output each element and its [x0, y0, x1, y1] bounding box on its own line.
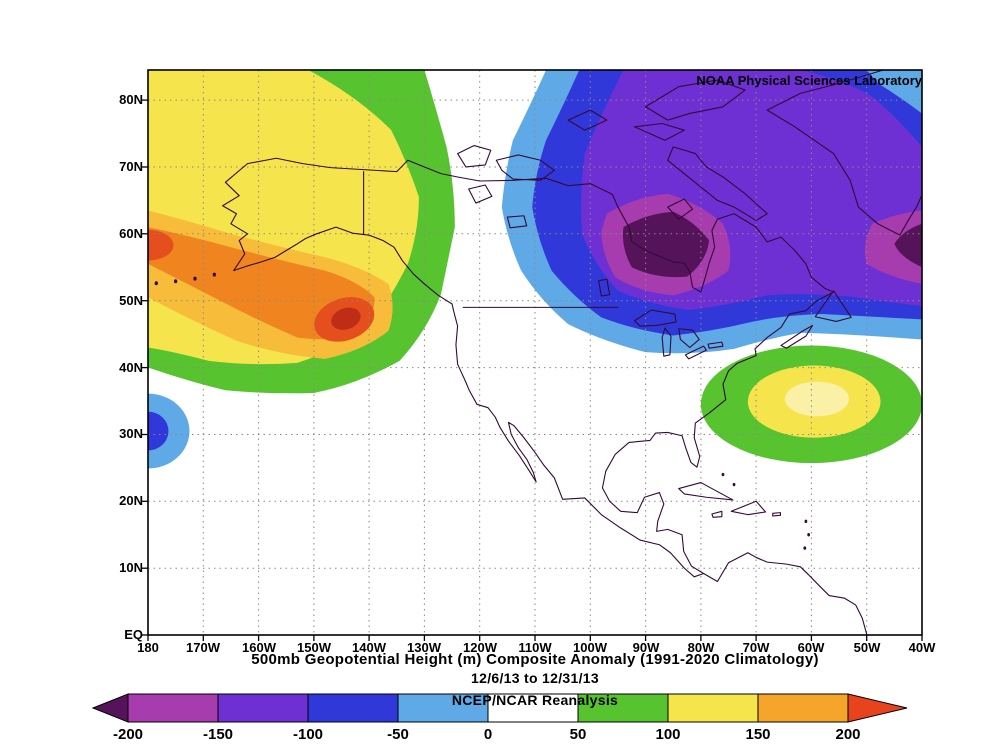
axis-ticks: [141, 99, 923, 641]
political-borders: [364, 172, 618, 308]
east-edge-darkpurple-core: [894, 223, 922, 268]
plot-frame: [141, 69, 923, 641]
colorbar-label: -100: [292, 726, 324, 743]
atlantic-islands: [679, 291, 851, 518]
west-edge-negative-lightblue: [148, 393, 190, 469]
dateline-positive-red-patch: [148, 229, 174, 261]
lon-label-50w: 50W: [853, 640, 881, 655]
colorbar-left-arrow: [91, 693, 129, 723]
colorbar-segment: [397, 693, 489, 723]
lat-label-20n: 20N: [119, 493, 143, 508]
lat-label-80n: 80N: [119, 92, 143, 107]
colorbar: [91, 693, 908, 723]
colorbar-segment: [577, 693, 669, 723]
east-edge-magenta-ring: [864, 210, 922, 284]
lon-label-140w: 140W: [352, 640, 386, 655]
atlantic-positive-pale-core: [784, 381, 850, 417]
colorbar-label: 150: [745, 726, 771, 743]
colorbar-label: 50: [569, 726, 587, 743]
colorbar-label: 100: [655, 726, 681, 743]
lat-label-70n: 70N: [119, 159, 143, 174]
colorbar-segment: [127, 693, 219, 723]
lon-label-160w: 160W: [242, 640, 276, 655]
lon-label-90w: 90W: [632, 640, 660, 655]
colorbar-segment: [487, 693, 579, 723]
canada-negative-darkpurple-core: [622, 211, 710, 278]
great-lakes: [635, 310, 723, 359]
lat-label-50n: 50N: [119, 293, 143, 308]
lon-label-110w: 110W: [518, 640, 552, 655]
lon-label-120w: 120W: [463, 640, 497, 655]
lat-label-10n: 10N: [119, 560, 143, 575]
north-america-coastline: [223, 158, 867, 634]
figure-title: 500mb Geopotential Height (m) Composite …: [251, 651, 819, 668]
lon-label-100w: 100W: [573, 640, 607, 655]
greenland-coastline: [767, 70, 922, 235]
lon-label-80w: 80W: [687, 640, 715, 655]
lon-label-150w: 150W: [297, 640, 331, 655]
colorbar-segment: [217, 693, 309, 723]
west-edge-negative-blue-core: [148, 411, 169, 451]
pacific-positive-darkred-core: [331, 307, 361, 330]
colorbar-label: -200: [112, 726, 144, 743]
lon-label-130w: 130W: [407, 640, 441, 655]
canadian-lakes: [469, 185, 610, 296]
arctic-islands: [458, 80, 768, 220]
colorbar-right-arrow: [847, 693, 908, 723]
lat-label-eq: EQ: [124, 627, 143, 642]
colorbar-label: 0: [483, 726, 493, 743]
lat-label-30n: 30N: [119, 426, 143, 441]
lon-label-180: 180: [137, 640, 159, 655]
lat-label-40n: 40N: [119, 360, 143, 375]
graticule: [148, 70, 922, 635]
colorbar-label: -50: [387, 726, 409, 743]
aleutian-and-antilles-specks: [154, 272, 811, 550]
colorbar-segment: [757, 693, 849, 723]
pacific-positive-orange: [148, 227, 375, 340]
colorbar-label: -150: [202, 726, 234, 743]
lon-label-170w: 170W: [186, 640, 220, 655]
coastline-layer: [154, 70, 922, 634]
lon-label-60w: 60W: [797, 640, 825, 655]
lat-label-60n: 60N: [119, 226, 143, 241]
figure-date-range: 12/6/13 to 12/31/13: [471, 670, 599, 686]
credit-text: NOAA Physical Sciences Laboratory: [696, 73, 922, 88]
colorbar-label: 200: [835, 726, 861, 743]
lon-label-40w: 40W: [908, 640, 936, 655]
colorbar-segment: [307, 693, 399, 723]
figure-source: NCEP/NCAR Reanalysis: [451, 692, 619, 708]
lon-label-70w: 70W: [742, 640, 770, 655]
